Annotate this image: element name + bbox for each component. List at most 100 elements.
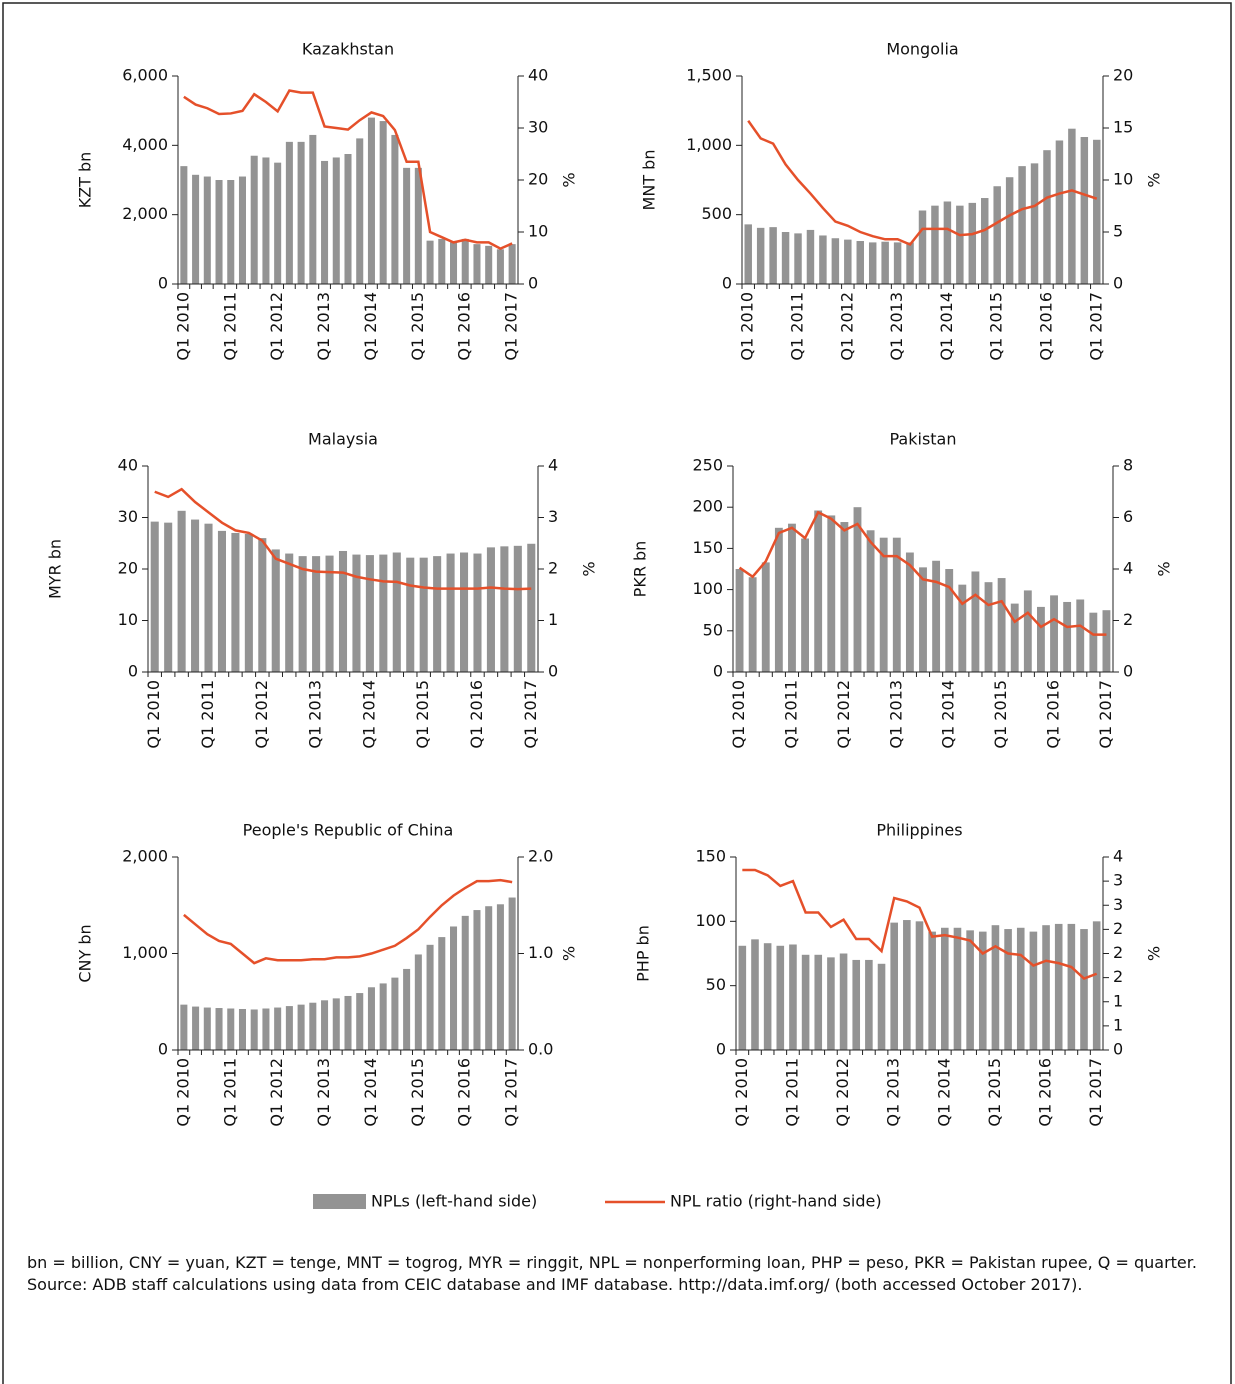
bar [931, 205, 939, 284]
bar [274, 1007, 282, 1050]
y-tick-label: 0 [158, 1040, 168, 1059]
bar [438, 238, 446, 284]
y-tick-label: 200 [692, 497, 723, 516]
y2-tick-label: 4 [548, 456, 558, 475]
ratio-line [747, 120, 1098, 246]
y2-tick-label: 0.0 [528, 1040, 553, 1059]
bar [485, 245, 493, 284]
y-tick-label: 2,000 [122, 204, 168, 223]
y-tick-label: 20 [118, 559, 138, 578]
bar [781, 232, 790, 284]
bar [352, 554, 361, 672]
bar [379, 554, 388, 672]
x-tick-label: Q1 2012 [267, 292, 286, 361]
y-tick-label: 0 [158, 274, 168, 293]
x-tick-label: Q1 2015 [991, 680, 1010, 749]
ratio-line [738, 510, 1107, 636]
bar [403, 167, 411, 284]
x-tick-label: Q1 2010 [729, 680, 748, 749]
bar [285, 1006, 293, 1050]
x-tick-label: Q1 2014 [359, 680, 378, 749]
bar [928, 931, 936, 1050]
bar [379, 121, 387, 284]
x-tick-label: Q1 2016 [455, 292, 474, 361]
bar [298, 556, 307, 672]
bar [865, 959, 873, 1050]
bar [903, 920, 911, 1050]
y-tick-label: 1,000 [686, 135, 732, 154]
y2-tick-label: 10 [1113, 170, 1133, 189]
x-tick-label: Q1 2016 [467, 680, 486, 749]
bar [941, 927, 949, 1050]
x-tick-label: Q1 2011 [220, 292, 239, 361]
bar [414, 167, 422, 284]
x-tick-label: Q1 2010 [173, 1058, 192, 1127]
chart-title: Pakistan [890, 430, 957, 449]
bar [250, 155, 258, 284]
bar [879, 537, 888, 672]
bar [391, 977, 399, 1050]
bar [496, 904, 504, 1050]
bar [890, 922, 898, 1050]
x-tick-label: Q1 2013 [887, 292, 906, 361]
x-tick-label: Q1 2014 [361, 1058, 380, 1127]
x-tick-label: Q1 2015 [408, 1058, 427, 1127]
bar [1043, 150, 1051, 284]
bar [971, 571, 980, 672]
bar [473, 244, 481, 284]
y2-tick-label: 1 [1113, 1015, 1123, 1034]
bar [312, 556, 321, 672]
y2-tick-label: 0 [1123, 662, 1133, 681]
x-tick-label: Q1 2017 [502, 1058, 521, 1127]
y-tick-label: 6,000 [122, 66, 168, 85]
bar [297, 1004, 305, 1050]
legend-label: NPL ratio (right-hand side) [670, 1192, 882, 1211]
bar [801, 954, 810, 1050]
bar [321, 1000, 329, 1050]
bar [1010, 603, 1019, 672]
bar [774, 527, 783, 672]
x-tick-label: Q1 2017 [1096, 680, 1115, 749]
bar [756, 227, 765, 284]
y2-tick-label: 3 [548, 507, 558, 526]
x-tick-label: Q1 2015 [987, 292, 1006, 361]
x-tick-label: Q1 2010 [144, 680, 163, 749]
bar [227, 180, 235, 284]
ratio-line [154, 487, 532, 591]
bar [794, 233, 802, 284]
chart-title: Mongolia [886, 40, 958, 59]
y2-axis-label: % [1145, 172, 1164, 187]
bar [806, 229, 815, 284]
y-axis-label: PHP bn [634, 925, 653, 982]
x-tick-label: Q1 2011 [220, 1058, 239, 1127]
bar [309, 134, 317, 284]
x-tick-label: Q1 2011 [781, 680, 800, 749]
bar [473, 910, 481, 1050]
y2-axis-label: % [580, 561, 599, 576]
y2-tick-label: 2 [1123, 610, 1133, 629]
bar [392, 552, 401, 672]
y-axis-label: MYR bn [46, 539, 65, 599]
x-tick-label: Q1 2010 [173, 292, 192, 361]
bar [446, 553, 455, 672]
bar [238, 1008, 246, 1050]
bar [1005, 177, 1014, 284]
bar [1076, 599, 1085, 672]
bar [748, 577, 757, 672]
bar [356, 993, 364, 1050]
x-tick-label: Q1 2014 [934, 1058, 953, 1127]
bar [993, 186, 1001, 284]
x-tick-label: Q1 2013 [314, 292, 333, 361]
bar [321, 160, 329, 284]
bar [309, 1002, 317, 1050]
bar [839, 953, 848, 1050]
bar [1102, 610, 1111, 672]
bar [1037, 606, 1045, 672]
x-tick-label: Q1 2013 [314, 1058, 333, 1127]
y-tick-label: 150 [692, 538, 723, 557]
bar [1067, 923, 1076, 1050]
bar [338, 550, 348, 672]
bar [227, 1008, 235, 1050]
bar [508, 244, 516, 284]
